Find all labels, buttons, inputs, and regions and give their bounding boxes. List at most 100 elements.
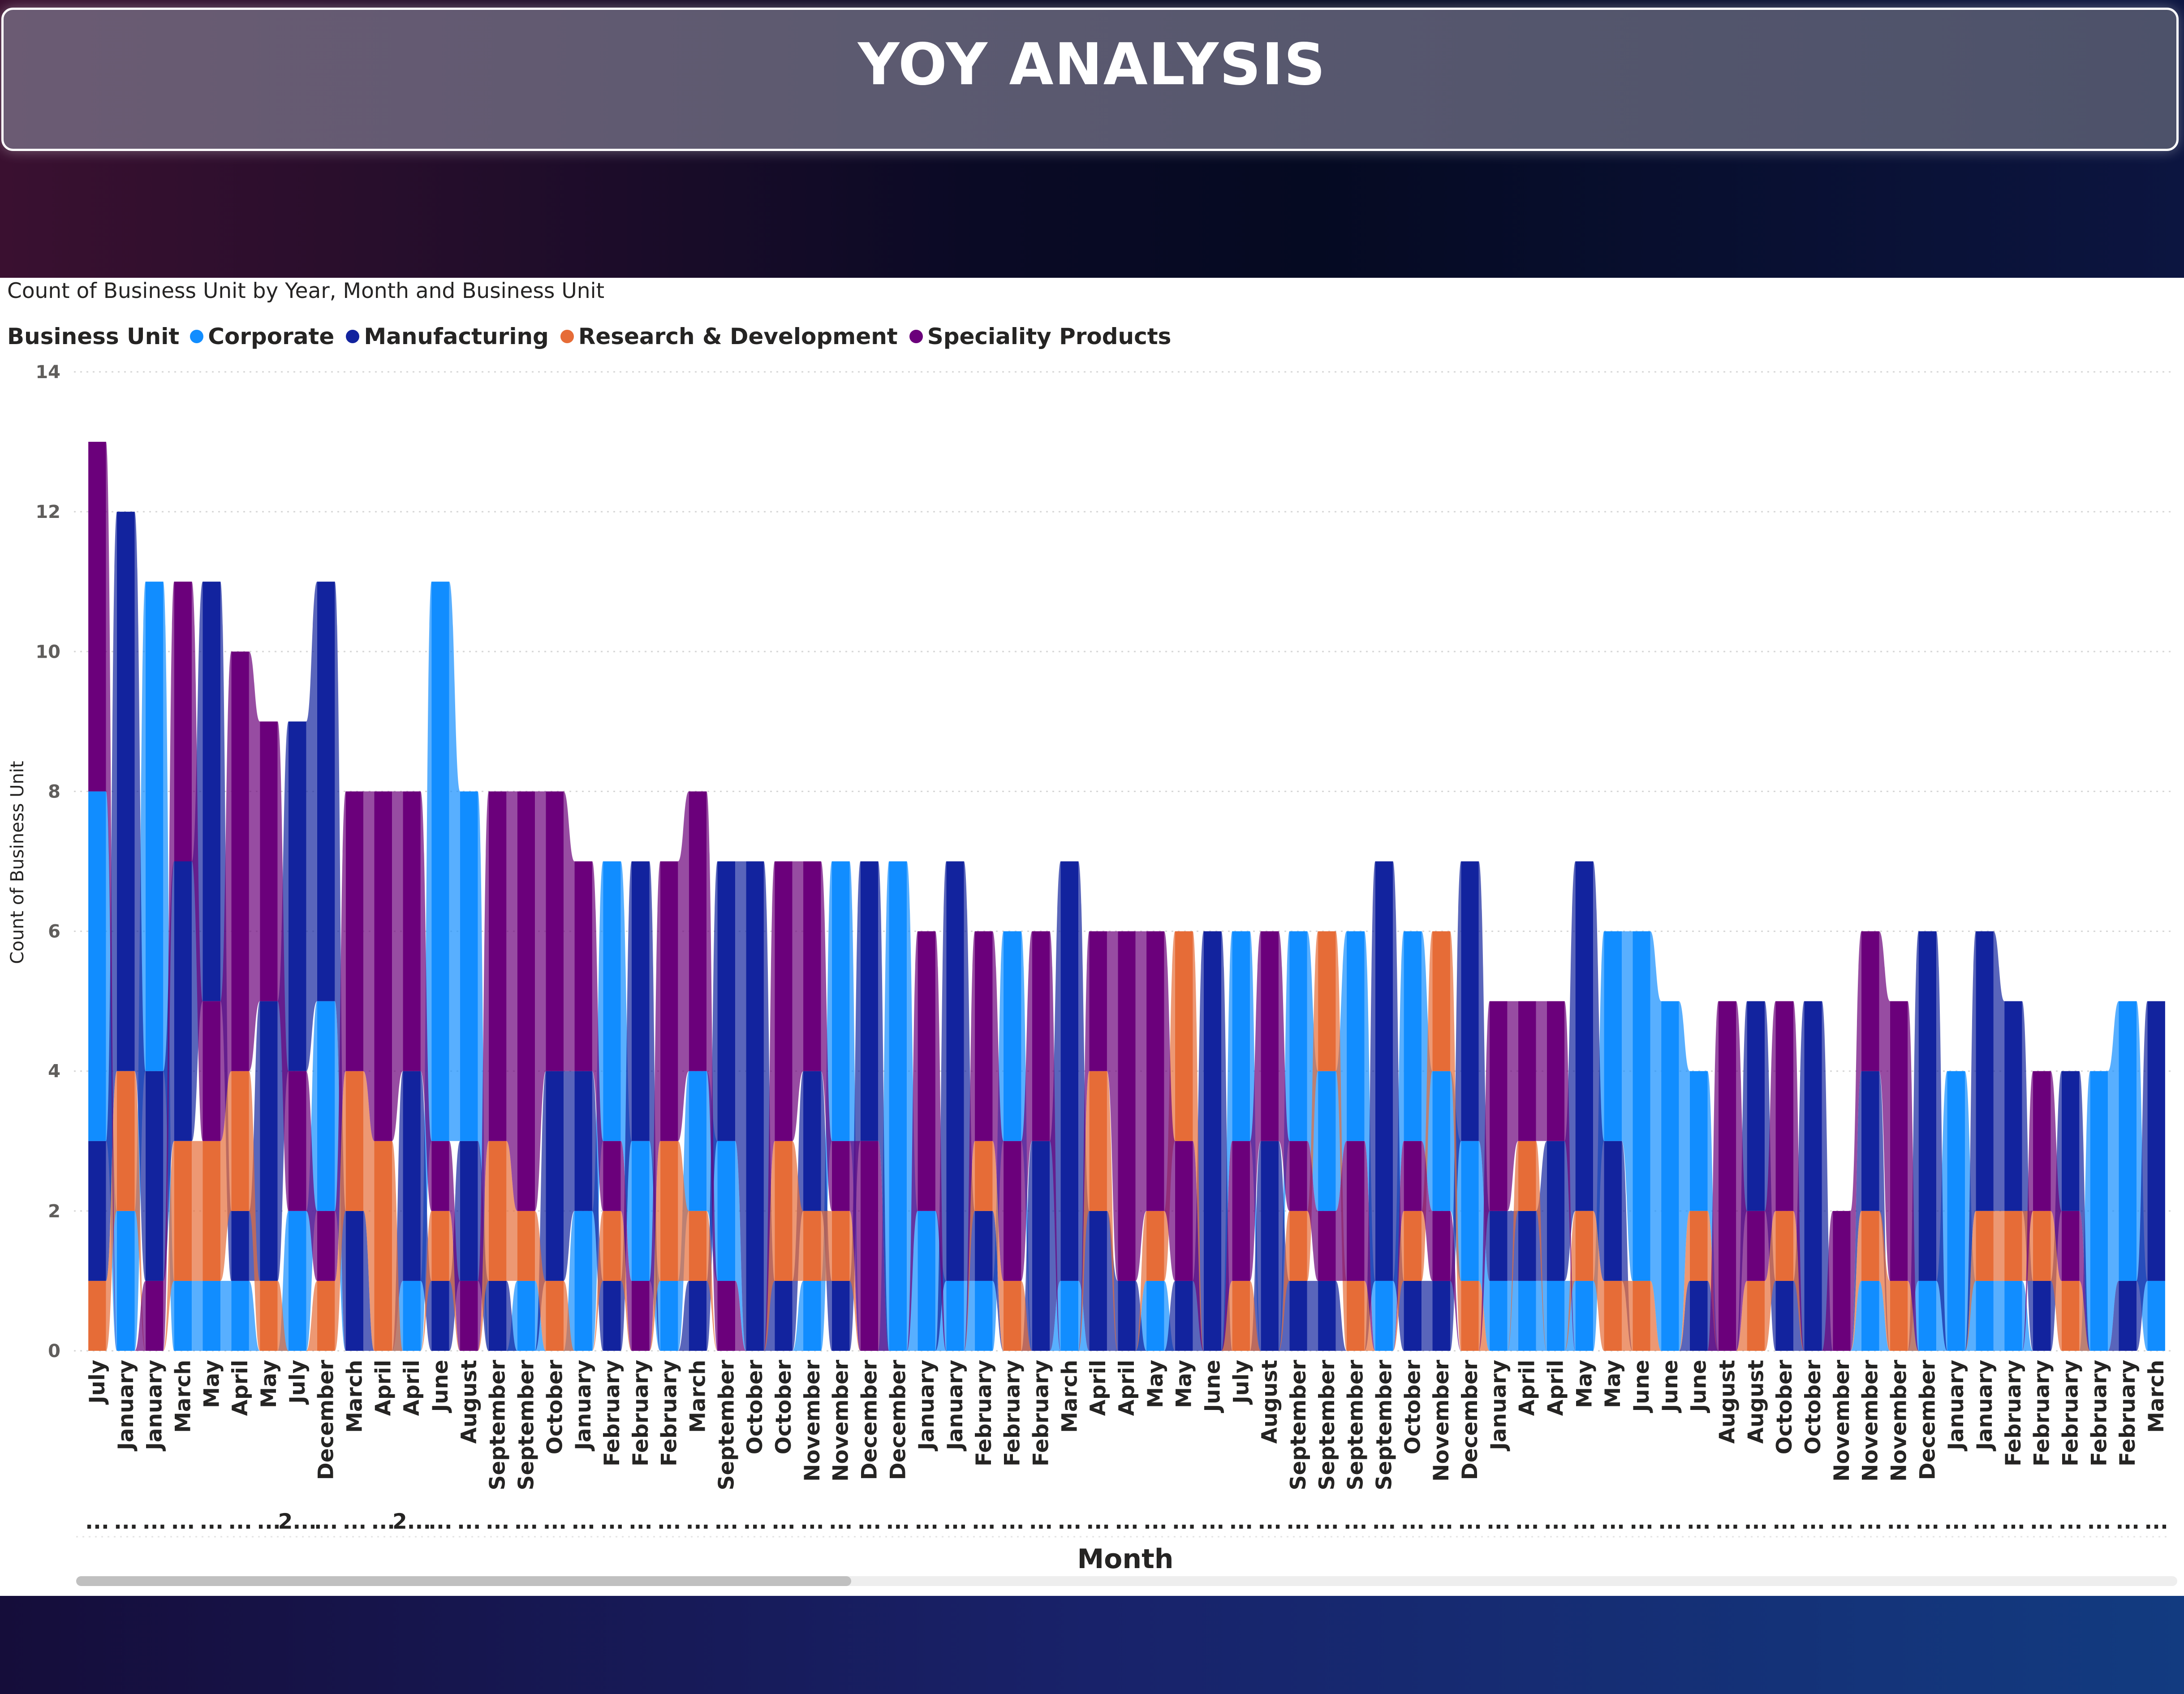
bar-segment-research-development[interactable] (88, 1280, 106, 1351)
bar-segment-corporate[interactable] (1490, 1280, 1508, 1351)
bar-segment-corporate[interactable] (803, 1280, 821, 1351)
bar-segment-corporate[interactable] (1604, 931, 1622, 1141)
bar-segment-manufacturing[interactable] (1804, 1001, 1822, 1351)
bar-segment-speciality-products[interactable] (174, 582, 192, 862)
bar-segment-manufacturing[interactable] (1604, 1141, 1622, 1281)
bar-segment-corporate[interactable] (1003, 931, 1021, 1141)
bar-segment-manufacturing[interactable] (2147, 1001, 2165, 1281)
bar-segment-corporate[interactable] (2090, 1071, 2108, 1351)
bar-segment-speciality-products[interactable] (1032, 931, 1050, 1141)
bar-segment-manufacturing[interactable] (1747, 1001, 1765, 1211)
bar-segment-manufacturing[interactable] (946, 861, 964, 1281)
bar-segment-research-development[interactable] (660, 1141, 678, 1281)
bar-segment-corporate[interactable] (1976, 1280, 1994, 1351)
bar-segment-research-development[interactable] (1775, 1211, 1794, 1281)
bar-segment-corporate[interactable] (1346, 931, 1365, 1141)
bar-segment-manufacturing[interactable] (1261, 1141, 1279, 1351)
bar-segment-speciality-products[interactable] (145, 1280, 164, 1351)
bar-segment-manufacturing[interactable] (1203, 931, 1222, 1351)
bar-segment-speciality-products[interactable] (2061, 1211, 2080, 1281)
bar-segment-speciality-products[interactable] (1518, 1001, 1536, 1141)
bar-segment-speciality-products[interactable] (1404, 1141, 1422, 1211)
bar-segment-speciality-products[interactable] (260, 721, 278, 1001)
bar-segment-corporate[interactable] (116, 1211, 135, 1351)
bar-segment-research-development[interactable] (1289, 1211, 1307, 1281)
bar-segment-speciality-products[interactable] (1118, 931, 1136, 1281)
bar-segment-corporate[interactable] (1861, 1280, 1879, 1351)
bar-segment-research-development[interactable] (803, 1211, 821, 1281)
bar-segment-research-development[interactable] (1633, 1280, 1650, 1351)
bar-segment-speciality-products[interactable] (1346, 1141, 1365, 1281)
bar-segment-research-development[interactable] (1604, 1280, 1622, 1351)
bar-segment-speciality-products[interactable] (403, 791, 421, 1071)
bar-segment-research-development[interactable] (1861, 1211, 1879, 1281)
bar-segment-manufacturing[interactable] (1089, 1211, 1107, 1351)
bar-segment-manufacturing[interactable] (717, 861, 736, 1141)
legend-item-speciality-products[interactable]: Speciality Products (909, 323, 1171, 349)
bar-segment-manufacturing[interactable] (975, 1211, 993, 1281)
bar-segment-manufacturing[interactable] (1318, 1280, 1336, 1351)
bar-segment-speciality-products[interactable] (1289, 1141, 1307, 1211)
bar-segment-manufacturing[interactable] (1490, 1211, 1508, 1281)
bar-segment-corporate[interactable] (1918, 1280, 1937, 1351)
bar-segment-corporate[interactable] (1461, 1141, 1479, 1281)
bar-segment-research-development[interactable] (517, 1211, 535, 1281)
bar-segment-speciality-products[interactable] (88, 442, 106, 792)
bar-segment-speciality-products[interactable] (1546, 1001, 1565, 1141)
bar-segment-speciality-products[interactable] (517, 791, 535, 1211)
bar-segment-manufacturing[interactable] (145, 1071, 164, 1281)
bar-segment-corporate[interactable] (288, 1211, 306, 1351)
bar-segment-manufacturing[interactable] (1775, 1280, 1794, 1351)
bar-segment-speciality-products[interactable] (689, 791, 707, 1071)
bar-segment-speciality-products[interactable] (1861, 931, 1879, 1071)
bar-segment-manufacturing[interactable] (260, 1001, 278, 1281)
bar-segment-research-development[interactable] (2033, 1211, 2051, 1281)
bar-segment-research-development[interactable] (1404, 1211, 1422, 1281)
bar-segment-manufacturing[interactable] (831, 1280, 850, 1351)
bar-segment-manufacturing[interactable] (1918, 931, 1937, 1281)
bar-segment-manufacturing[interactable] (431, 1280, 449, 1351)
bar-segment-research-development[interactable] (1575, 1211, 1594, 1281)
bar-segment-corporate[interactable] (1404, 931, 1422, 1141)
bar-segment-speciality-products[interactable] (2033, 1071, 2051, 1211)
bar-segment-corporate[interactable] (403, 1280, 421, 1351)
bar-segment-corporate[interactable] (946, 1280, 964, 1351)
bar-segment-corporate[interactable] (1432, 1071, 1450, 1211)
bar-segment-research-development[interactable] (202, 1141, 221, 1281)
bar-segment-corporate[interactable] (202, 1280, 221, 1351)
bar-segment-research-development[interactable] (603, 1211, 621, 1281)
bar-segment-manufacturing[interactable] (2004, 1001, 2022, 1211)
bar-segment-corporate[interactable] (717, 1141, 736, 1281)
bar-segment-speciality-products[interactable] (1833, 1211, 1851, 1351)
bar-segment-corporate[interactable] (632, 1141, 650, 1281)
bar-segment-manufacturing[interactable] (460, 1141, 478, 1281)
bar-segment-research-development[interactable] (1890, 1280, 1908, 1351)
bar-segment-corporate[interactable] (889, 861, 907, 1351)
bar-segment-speciality-products[interactable] (1003, 1141, 1021, 1281)
bar-segment-manufacturing[interactable] (88, 1141, 106, 1281)
bar-segment-manufacturing[interactable] (231, 1211, 249, 1281)
bar-segment-corporate[interactable] (1633, 931, 1650, 1281)
bar-segment-corporate[interactable] (517, 1280, 535, 1351)
bar-segment-corporate[interactable] (1546, 1280, 1565, 1351)
legend-item-corporate[interactable]: Corporate (190, 323, 334, 349)
bar-segment-corporate[interactable] (1232, 931, 1250, 1141)
bar-segment-manufacturing[interactable] (746, 861, 764, 1351)
bar-segment-corporate[interactable] (574, 1211, 592, 1351)
bar-segment-speciality-products[interactable] (860, 1141, 879, 1351)
bar-segment-research-development[interactable] (174, 1141, 192, 1281)
bar-segment-corporate[interactable] (460, 791, 478, 1141)
bar-segment-manufacturing[interactable] (546, 1071, 564, 1281)
bar-segment-manufacturing[interactable] (403, 1071, 421, 1281)
bar-segment-research-development[interactable] (1432, 931, 1450, 1071)
bar-segment-research-development[interactable] (1232, 1280, 1250, 1351)
bar-segment-speciality-products[interactable] (374, 791, 392, 1141)
bar-segment-manufacturing[interactable] (860, 861, 879, 1141)
bar-segment-research-development[interactable] (1146, 1211, 1164, 1281)
bar-segment-manufacturing[interactable] (2061, 1071, 2080, 1211)
bar-segment-research-development[interactable] (1461, 1280, 1479, 1351)
bar-segment-research-development[interactable] (1346, 1280, 1365, 1351)
bar-segment-speciality-products[interactable] (918, 931, 935, 1211)
bar-segment-speciality-products[interactable] (202, 1001, 221, 1141)
bar-segment-research-development[interactable] (1747, 1280, 1765, 1351)
